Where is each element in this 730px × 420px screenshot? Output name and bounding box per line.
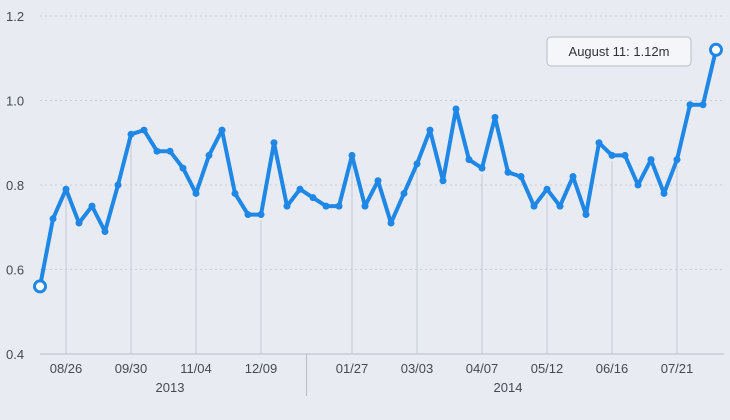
data-point[interactable]: [231, 189, 239, 197]
x-tick-label: 09/30: [115, 361, 148, 376]
y-tick-label: 1.0: [6, 94, 24, 109]
x-tick-label: 07/21: [661, 361, 694, 376]
data-point[interactable]: [101, 227, 109, 235]
data-point[interactable]: [335, 202, 343, 210]
x-tick-label: 12/09: [245, 361, 278, 376]
data-point[interactable]: [322, 202, 330, 210]
data-point[interactable]: [387, 219, 395, 227]
data-point[interactable]: [439, 177, 447, 185]
data-point-endpoint[interactable]: [709, 42, 723, 57]
series-line: [38, 47, 718, 289]
data-point[interactable]: [426, 126, 434, 134]
data-point[interactable]: [569, 173, 577, 181]
series-layer: [33, 42, 723, 294]
data-point[interactable]: [556, 202, 564, 210]
data-point[interactable]: [543, 185, 551, 193]
y-tick-label: 0.4: [6, 347, 24, 362]
data-point[interactable]: [75, 219, 83, 227]
data-point[interactable]: [530, 202, 538, 210]
data-point[interactable]: [88, 202, 96, 210]
data-point[interactable]: [140, 126, 148, 134]
data-point[interactable]: [166, 147, 174, 155]
tooltip: August 11: 1.12m: [546, 36, 692, 67]
data-point[interactable]: [608, 151, 616, 159]
data-point[interactable]: [621, 151, 629, 159]
x-tick-label: 04/07: [466, 361, 499, 376]
grid-layer: [40, 15, 724, 355]
data-point[interactable]: [465, 156, 473, 164]
data-point[interactable]: [283, 202, 291, 210]
x-grid-layer: [65, 140, 678, 396]
data-point[interactable]: [309, 194, 317, 202]
data-point[interactable]: [270, 139, 278, 147]
data-point[interactable]: [491, 113, 499, 121]
data-point[interactable]: [153, 147, 161, 155]
data-point[interactable]: [504, 168, 512, 176]
data-point[interactable]: [517, 173, 525, 181]
x-tick-label: 08/26: [50, 361, 83, 376]
tooltip-box: [546, 36, 692, 67]
data-point[interactable]: [374, 177, 382, 185]
x-tick-label: 05/12: [531, 361, 564, 376]
x-tick-labels: 08/26 09/30 11/04 12/09 01/27 03/03 04/07 05/12…: [50, 361, 694, 376]
data-point[interactable]: [413, 160, 421, 168]
data-point[interactable]: [296, 185, 304, 193]
data-point-endpoint[interactable]: [33, 279, 47, 294]
data-point[interactable]: [673, 156, 681, 164]
year-label: 2014: [494, 380, 523, 395]
data-point[interactable]: [699, 101, 707, 109]
data-point[interactable]: [348, 151, 356, 159]
data-point[interactable]: [634, 181, 642, 189]
data-point[interactable]: [660, 189, 668, 197]
data-point[interactable]: [686, 101, 694, 109]
data-point[interactable]: [582, 211, 590, 219]
y-tick-label: 1.2: [6, 9, 24, 24]
x-tick-label: 03/03: [401, 361, 434, 376]
data-point[interactable]: [205, 151, 213, 159]
tooltip-text: August 11: 1.12m: [569, 44, 670, 59]
y-tick-labels: 0.4 0.6 0.8 1.0 1.2: [6, 9, 24, 362]
data-point[interactable]: [647, 156, 655, 164]
year-labels: 2013 2014: [156, 380, 523, 395]
data-point[interactable]: [127, 130, 135, 138]
data-point[interactable]: [361, 202, 369, 210]
x-tick-label: 06/16: [596, 361, 629, 376]
x-tick-label: 01/27: [336, 361, 369, 376]
data-point[interactable]: [114, 181, 122, 189]
data-point[interactable]: [192, 189, 200, 197]
year-label: 2013: [156, 380, 185, 395]
data-point[interactable]: [478, 164, 486, 172]
x-tick-label: 11/04: [180, 361, 212, 376]
data-point[interactable]: [452, 105, 460, 113]
data-point[interactable]: [595, 139, 603, 147]
data-point[interactable]: [244, 211, 252, 219]
data-point[interactable]: [62, 185, 70, 193]
y-tick-label: 0.8: [6, 178, 24, 193]
y-tick-label: 0.6: [6, 263, 24, 278]
data-point[interactable]: [218, 126, 226, 134]
data-point[interactable]: [400, 189, 408, 197]
data-point[interactable]: [257, 211, 265, 219]
data-point[interactable]: [179, 164, 187, 172]
data-point[interactable]: [49, 215, 57, 223]
